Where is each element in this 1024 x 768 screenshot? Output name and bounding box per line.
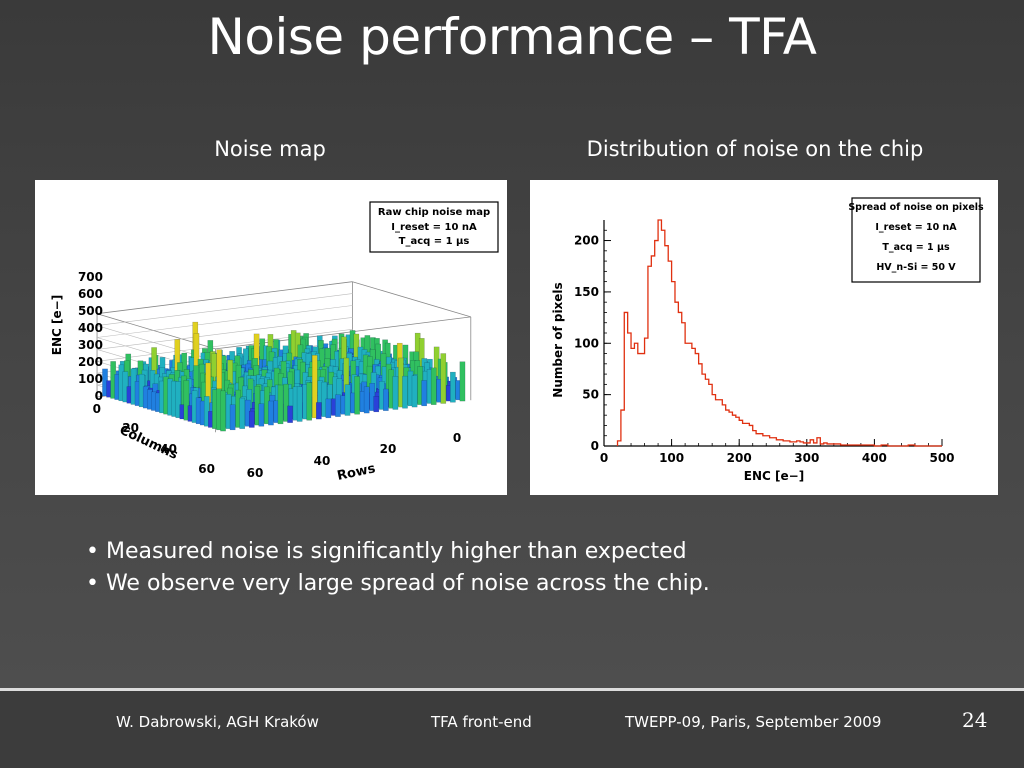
noise-histogram-series xyxy=(616,219,942,447)
x-tick-label: 0 xyxy=(600,451,608,465)
noise-map-bar xyxy=(239,397,246,429)
column-tick-label: 40 xyxy=(160,442,177,456)
noise-map-bar xyxy=(363,386,370,414)
footer-bar xyxy=(0,691,1024,768)
z-tick-label: 0 xyxy=(95,389,103,403)
noise-map-bar xyxy=(344,384,351,416)
z-tick-label: 100 xyxy=(78,372,103,386)
noise-map-bar xyxy=(354,376,360,415)
noise-map-bar xyxy=(411,375,418,408)
noise-map-bar xyxy=(175,381,182,418)
y-tick-label: 100 xyxy=(574,336,599,350)
histogram-legend-line: T_acq = 1 μs xyxy=(882,242,950,253)
column-tick-label: 60 xyxy=(198,462,215,476)
y-tick-label: 150 xyxy=(574,285,599,299)
histogram-x-label: ENC [e−] xyxy=(744,469,804,483)
noise-histogram-chart: 0 100 200 300 400 500 0 50 100 150 200 Number of p… xyxy=(551,197,984,483)
noise-map-bar xyxy=(316,402,322,420)
x-tick-label: 400 xyxy=(862,451,887,465)
map-frame-edge xyxy=(96,281,353,315)
z-tick-label: 700 xyxy=(78,270,103,284)
x-tick-label: 100 xyxy=(659,451,684,465)
map-frame-edge xyxy=(352,281,471,318)
histogram-legend-line: I_reset = 10 nA xyxy=(875,222,957,233)
z-tick-label: 200 xyxy=(78,355,103,369)
noise-map-bar xyxy=(277,384,284,425)
noise-map-bar xyxy=(402,375,408,409)
x-tick-label: 200 xyxy=(727,451,752,465)
y-tick-label: 0 xyxy=(591,439,599,453)
noise-map-bar xyxy=(392,376,399,410)
footer-topic: TFA front-end xyxy=(431,713,532,731)
noise-map-bar xyxy=(459,361,466,402)
noise-map-bar xyxy=(203,396,210,427)
noise-map-bar xyxy=(248,410,255,428)
row-tick-label: 0 xyxy=(453,431,461,445)
noise-histogram-panel: 0 100 200 300 400 500 0 50 100 150 200 Number of p… xyxy=(530,180,998,495)
noise-map-bar xyxy=(229,404,236,431)
footer-author: W. Dabrowski, AGH Kraków xyxy=(116,713,319,731)
noise-map-bar xyxy=(183,380,190,421)
slide-title: Noise performance – TFA xyxy=(207,8,817,66)
histogram-y-label: Number of pixels xyxy=(551,282,565,397)
y-tick-label: 200 xyxy=(574,234,599,248)
map-grid-line xyxy=(97,329,353,362)
x-tick-label: 300 xyxy=(794,451,819,465)
row-tick-label: 60 xyxy=(247,466,264,480)
bullet-list: • Measured noise is significantly higher… xyxy=(86,536,710,600)
noise-map-bar xyxy=(311,355,318,419)
map-grid-line xyxy=(97,305,353,338)
x-tick-label: 500 xyxy=(929,451,954,465)
row-tick-label: 20 xyxy=(380,442,397,456)
noise-map-z-label: ENC [e−] xyxy=(50,295,64,355)
noise-map-bar xyxy=(287,405,293,423)
column-tick-label: 0 xyxy=(93,402,101,416)
bullet-item: • We observe very large spread of noise … xyxy=(86,571,710,596)
noise-map-bar xyxy=(430,367,437,405)
noise-map-panel: Raw chip noise map I_reset = 10 nA T_acq… xyxy=(35,180,507,495)
noise-map-bar xyxy=(325,398,332,419)
noise-map-legend-line: I_reset = 10 nA xyxy=(391,222,477,233)
footer-event: TWEPP-09, Paris, September 2009 xyxy=(625,713,882,731)
noise-map-bar xyxy=(450,371,456,403)
column-tick-label: 20 xyxy=(122,421,139,435)
histogram-legend-line: HV_n-Si = 50 V xyxy=(876,262,956,273)
noise-map-rows-label: Rows xyxy=(336,461,377,484)
noise-map-bar xyxy=(296,386,303,422)
z-tick-label: 400 xyxy=(78,321,103,335)
map-grid-line xyxy=(97,293,353,326)
z-tick-label: 300 xyxy=(78,338,103,352)
row-tick-label: 40 xyxy=(314,454,331,468)
noise-map-bar xyxy=(268,400,274,426)
map-grid-line xyxy=(97,317,353,350)
noise-map-bar xyxy=(421,380,427,407)
noise-map-legend-line: T_acq = 1 μs xyxy=(399,236,470,247)
noise-map-bar xyxy=(373,396,380,413)
noise-map-bar xyxy=(258,403,265,427)
noise-map-bar xyxy=(220,390,226,432)
noise-map-bar xyxy=(440,353,447,404)
y-tick-label: 50 xyxy=(582,388,599,402)
histogram-legend-title: Spread of noise on pixels xyxy=(848,202,984,213)
noise-map-bar xyxy=(306,382,313,421)
z-tick-label: 600 xyxy=(78,287,103,301)
page-number: 24 xyxy=(962,708,988,732)
noise-map-legend: Raw chip noise map I_reset = 10 nA T_acq… xyxy=(369,201,499,253)
z-tick-label: 500 xyxy=(78,304,103,318)
noise-map-bar xyxy=(283,383,289,422)
footer-divider xyxy=(0,688,1024,691)
noise-map-chart: Raw chip noise map I_reset = 10 nA T_acq… xyxy=(50,201,499,484)
noise-map-legend-title: Raw chip noise map xyxy=(378,207,490,218)
bullet-item: • Measured noise is significantly higher… xyxy=(86,539,687,564)
noise-distribution-caption: Distribution of noise on the chip xyxy=(586,137,924,161)
noise-map-caption: Noise map xyxy=(214,137,326,161)
noise-map-bar xyxy=(383,388,389,411)
noise-map-bar xyxy=(335,394,341,417)
histogram-legend: Spread of noise on pixels I_reset = 10 n… xyxy=(848,197,984,283)
